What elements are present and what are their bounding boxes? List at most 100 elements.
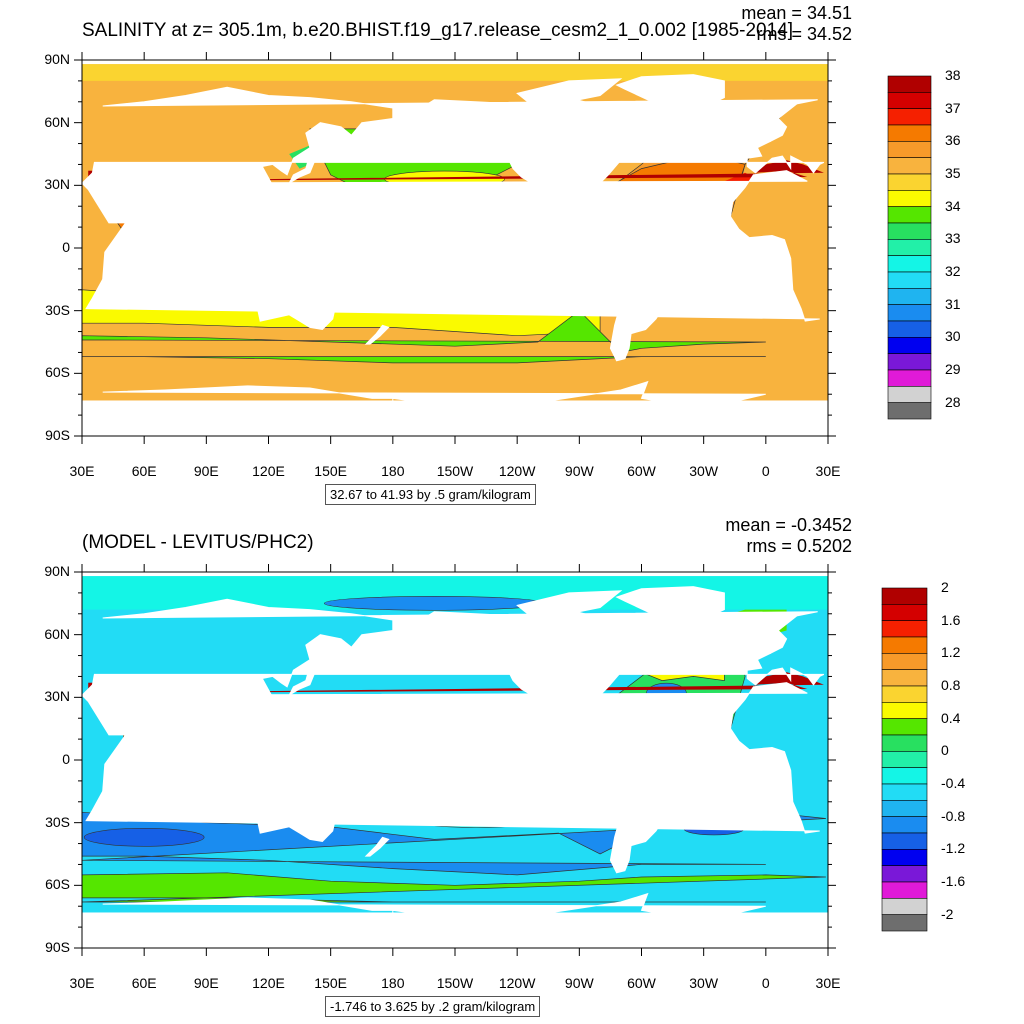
lon-tick-label: 30E — [69, 463, 95, 479]
lat-tick-label: 90N — [44, 563, 70, 579]
colorbar-label: 0.4 — [941, 709, 961, 726]
land-indonesia — [215, 746, 332, 782]
colorbar-box — [887, 255, 932, 273]
difference-map-svg — [74, 564, 928, 956]
lon-tick-label: 90W — [564, 975, 594, 991]
colorbar-box — [881, 669, 928, 687]
colorbar-box — [887, 157, 932, 175]
colorbar-box — [887, 386, 932, 403]
colorbar-label: 31 — [945, 295, 961, 312]
lon-tick-label: 60W — [627, 975, 656, 991]
colorbar-label: 29 — [945, 361, 961, 377]
colorbar-label: -2 — [941, 905, 954, 922]
colorbar-box — [881, 849, 928, 866]
lon-tick-label: 150W — [436, 975, 474, 991]
land-australia — [255, 782, 338, 843]
colorbar-box — [887, 190, 932, 207]
colorbar-box — [887, 288, 932, 305]
colorbar-box — [887, 304, 932, 322]
colorbar-box — [887, 271, 932, 289]
lon-tick-label: 90E — [193, 975, 219, 991]
lon-tick-label: 30E — [815, 975, 841, 991]
land-canada-arctic — [516, 590, 623, 615]
colorbar-box — [881, 881, 928, 899]
lon-tick-label: 150E — [314, 975, 347, 991]
mediterranean-sea — [82, 160, 824, 182]
lon-tick-label: 120W — [498, 463, 536, 479]
colorbar-box — [887, 353, 932, 371]
colorbar-box — [881, 783, 928, 801]
lat-tick-label: 30N — [44, 688, 70, 705]
land-africa — [80, 682, 820, 834]
colorbar-label: 0 — [941, 742, 949, 759]
arctic-minimum — [323, 596, 545, 611]
antarctic-intermediate-band — [81, 310, 766, 364]
colorbar-box — [881, 898, 928, 915]
lat-tick-label: 90S — [45, 427, 70, 443]
lat-tick-label: 60N — [44, 113, 70, 130]
lat-tick-label: 30S — [45, 301, 70, 318]
difference-map-panel: (MODEL - LEVITUS/PHC2) mean = -0.3452 rm… — [0, 512, 1024, 1024]
lat-tick-label: 60N — [44, 625, 70, 642]
indian-ocean-minimum — [83, 827, 205, 847]
colorbar-label: -0.8 — [941, 807, 966, 824]
land-canada-arctic — [516, 78, 623, 103]
mean-value: mean = -0.3452 — [725, 515, 852, 535]
colorbar-box — [887, 141, 932, 158]
lon-tick-label: 30E — [815, 463, 841, 479]
land-uk — [752, 126, 771, 145]
colorbar-box — [887, 239, 932, 256]
units-label: 32.67 to 41.93 by .5 gram/kilogram — [325, 484, 536, 505]
salinity-map-panel: SALINITY at z= 305.1m, b.e20.BHIST.f19_g… — [44, 3, 961, 505]
lat-tick-label: 90S — [45, 939, 70, 955]
lat-tick-label: 90N — [44, 51, 70, 67]
lon-tick-label: 60W — [627, 463, 656, 479]
colorbar-box — [887, 206, 932, 224]
colorbar-box — [881, 587, 928, 605]
lon-tick-label: 120W — [498, 975, 536, 991]
colorbar-box — [881, 816, 928, 834]
lat-tick-label: 60S — [45, 364, 70, 381]
land-uk — [752, 638, 771, 657]
lon-tick-label: 60E — [131, 975, 157, 991]
colorbar-box — [887, 222, 932, 240]
colorbar-label: 37 — [945, 99, 961, 116]
colorbar-label: 1.2 — [941, 644, 961, 661]
colorbar-box — [881, 653, 928, 670]
land-africa — [80, 170, 820, 322]
colorbar-box — [881, 767, 928, 785]
lon-tick-label: 150E — [314, 463, 347, 479]
lat-tick-label: 0 — [62, 239, 70, 255]
lon-tick-label: 180 — [381, 975, 405, 991]
colorbar-box — [887, 92, 932, 109]
colorbar-label: 2 — [941, 579, 949, 595]
colorbar-label: 33 — [945, 230, 961, 247]
mediterranean-sea — [82, 672, 824, 694]
lon-tick-label: 90E — [193, 463, 219, 479]
colorbar-box — [887, 108, 932, 126]
land-newzealand — [364, 324, 390, 345]
colorbar-box — [887, 173, 932, 191]
lon-tick-label: 0 — [761, 463, 770, 479]
lon-tick-label: 120E — [252, 463, 285, 479]
colorbar-label: -1.6 — [941, 873, 966, 889]
units-label: -1.746 to 3.625 by .2 gram/kilogram — [325, 996, 541, 1017]
colorbar-label: 38 — [945, 67, 961, 83]
colorbar-box — [887, 124, 932, 142]
salinity-map-svg — [74, 52, 932, 444]
colorbar-box — [881, 685, 928, 703]
panel-title: (MODEL - LEVITUS/PHC2) — [82, 532, 314, 553]
lon-tick-label: 180 — [381, 463, 405, 479]
colorbar-box — [881, 718, 928, 736]
panel-title: SALINITY at z= 305.1m, b.e20.BHIST.f19_g… — [82, 20, 794, 41]
lon-tick-label: 30W — [689, 463, 719, 479]
colorbar-box — [881, 865, 928, 883]
arctic-zone — [82, 64, 828, 81]
lon-tick-label: 30E — [69, 975, 95, 991]
land-eurasia — [81, 598, 825, 759]
colorbar-label: 28 — [945, 393, 961, 410]
colorbar-box — [881, 751, 928, 768]
land-japan — [287, 153, 322, 185]
rms-value: rms = 34.52 — [756, 24, 852, 44]
colorbar-label: -0.4 — [941, 775, 966, 791]
